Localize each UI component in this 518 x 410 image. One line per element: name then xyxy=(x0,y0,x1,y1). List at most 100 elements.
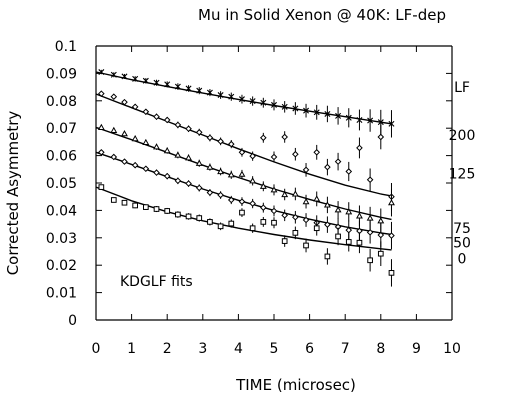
data-point xyxy=(206,163,214,171)
marker-square xyxy=(356,239,363,246)
data-point xyxy=(303,238,309,253)
marker-triangle xyxy=(259,182,267,189)
data-point xyxy=(185,154,193,162)
y-tick-label: 0.07 xyxy=(46,121,77,137)
marker-square xyxy=(377,250,384,257)
data-point xyxy=(238,94,245,104)
marker-x xyxy=(185,85,192,92)
marker-triangle xyxy=(334,206,342,213)
marker-square xyxy=(153,206,160,212)
marker-diamond xyxy=(121,158,128,165)
marker-square xyxy=(207,219,213,225)
data-point xyxy=(206,189,214,197)
marker-square xyxy=(388,270,395,276)
marker-diamond xyxy=(206,134,214,142)
marker-square xyxy=(271,219,277,226)
marker-diamond xyxy=(345,168,353,175)
data-point xyxy=(271,99,277,111)
marker-diamond xyxy=(356,144,363,152)
data-point xyxy=(195,159,203,167)
marker-triangle xyxy=(97,123,105,130)
data-point xyxy=(217,137,224,146)
x-tick-label: 7 xyxy=(341,341,350,357)
data-point xyxy=(227,139,235,149)
marker-triangle xyxy=(217,167,225,175)
data-point xyxy=(324,248,331,265)
data-point xyxy=(196,87,203,95)
data-point xyxy=(132,75,139,82)
marker-diamond xyxy=(249,200,256,207)
marker-diamond xyxy=(217,138,224,145)
marker-square xyxy=(313,225,320,232)
data-point xyxy=(345,202,353,222)
x-axis-label: TIME (microsec) xyxy=(235,376,356,394)
marker-x xyxy=(249,98,256,105)
marker-triangle xyxy=(270,186,278,193)
marker-triangle xyxy=(227,171,235,178)
marker-diamond xyxy=(281,212,288,219)
marker-triangle xyxy=(174,151,182,158)
data-point xyxy=(207,218,213,226)
marker-diamond xyxy=(121,98,128,106)
marker-square xyxy=(110,197,117,203)
data-point xyxy=(377,124,385,150)
data-point xyxy=(163,147,171,154)
data-point xyxy=(227,170,235,179)
marker-diamond xyxy=(366,229,374,236)
marker-diamond xyxy=(195,184,203,192)
data-point xyxy=(98,184,105,190)
data-point xyxy=(345,232,352,252)
marker-x xyxy=(324,110,331,117)
marker-diamond xyxy=(206,189,214,196)
series-125 xyxy=(98,90,395,211)
data-point xyxy=(164,207,171,214)
marker-diamond xyxy=(163,172,171,180)
data-point xyxy=(270,184,278,196)
marker-square xyxy=(239,209,245,216)
x-tick-label: 8 xyxy=(376,341,385,357)
marker-x xyxy=(335,112,342,119)
marker-triangle xyxy=(185,154,193,161)
data-point xyxy=(153,206,160,213)
marker-diamond xyxy=(227,196,235,204)
data-point xyxy=(367,249,373,272)
data-point xyxy=(153,169,160,176)
marker-diamond xyxy=(185,180,192,187)
marker-triangle xyxy=(377,217,385,224)
data-point xyxy=(217,167,225,176)
marker-x xyxy=(388,120,395,127)
series-200 xyxy=(98,69,395,138)
data-point xyxy=(249,151,256,161)
data-point xyxy=(313,104,320,120)
marker-diamond xyxy=(131,103,139,111)
data-point xyxy=(345,108,352,128)
data-point xyxy=(323,196,331,214)
data-point xyxy=(217,91,224,99)
data-point xyxy=(98,69,105,76)
data-point xyxy=(110,126,118,133)
data-point xyxy=(238,197,246,207)
y-tick-label: 0.04 xyxy=(46,203,77,219)
marker-triangle xyxy=(388,199,395,206)
marker-x xyxy=(292,105,299,112)
data-point xyxy=(249,96,256,106)
data-point xyxy=(110,93,118,100)
chart-title: Mu in Solid Xenon @ 40K: LF-dep xyxy=(198,6,446,24)
marker-x xyxy=(271,101,277,108)
data-point xyxy=(185,125,192,133)
data-point xyxy=(239,208,245,217)
marker-diamond xyxy=(388,232,395,239)
legend-title: LF xyxy=(454,80,470,96)
y-tick-label: 0.1 xyxy=(55,39,77,55)
data-point xyxy=(377,241,384,267)
marker-x xyxy=(174,83,181,90)
marker-triangle xyxy=(153,143,160,150)
data-point xyxy=(270,205,278,217)
data-point xyxy=(388,110,395,138)
marker-triangle xyxy=(302,198,310,205)
marker-diamond xyxy=(153,113,160,120)
marker-x xyxy=(121,73,128,80)
marker-square xyxy=(249,225,256,232)
data-point xyxy=(121,158,128,165)
data-point xyxy=(174,177,182,185)
